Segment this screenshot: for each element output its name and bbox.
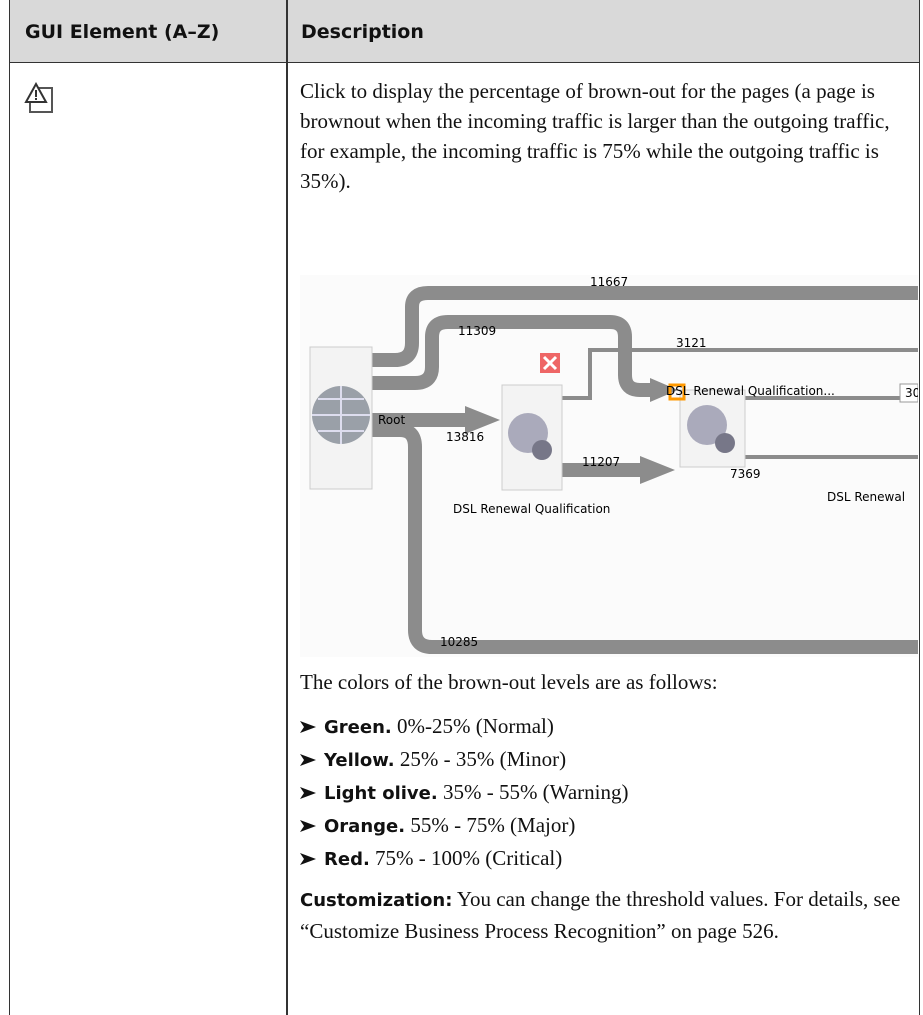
diagram-label: 13816: [446, 430, 484, 444]
bullet: [300, 820, 316, 832]
diagram-label: 11309: [458, 324, 496, 338]
diagram-label: DSL Renewal: [827, 490, 905, 504]
diagram-label: DSL Renewal Qualification...: [666, 384, 835, 398]
level-item: Red. 75% - 100% (Critical): [300, 846, 562, 871]
level-item: Yellow. 25% - 35% (Minor): [300, 747, 566, 772]
table: GUI Element (A–Z) Description: [9, 0, 920, 1015]
level-text: 25% - 35% (Minor): [399, 747, 567, 771]
diagram-label: 30: [905, 386, 918, 400]
level-item: Green. 0%-25% (Normal): [300, 714, 554, 739]
column-divider: [286, 0, 288, 1015]
bullet: [300, 853, 316, 865]
level-label: Yellow.: [324, 750, 395, 771]
levels-intro: The colors of the brown-out levels are a…: [300, 670, 718, 694]
level-item: Orange. 55% - 75% (Major): [300, 813, 575, 838]
level-label: Light olive.: [324, 783, 438, 804]
diagram-label: 11207: [582, 455, 620, 469]
table-header: GUI Element (A–Z) Description: [10, 0, 919, 63]
brownout-icon[interactable]: [24, 82, 58, 116]
diagram-label: 3121: [676, 336, 707, 350]
level-text: 75% - 100% (Critical): [375, 846, 563, 870]
level-label: Red.: [324, 849, 370, 870]
level-text: 0%-25% (Normal): [396, 714, 554, 738]
header-cell: Description: [301, 21, 424, 43]
customization: Customization: You can change the thresh…: [300, 884, 910, 946]
level-label: Green.: [324, 717, 392, 738]
bullet: [300, 721, 316, 733]
bullet: [300, 754, 316, 766]
level-text: 35% - 55% (Warning): [442, 780, 629, 804]
diagram-label: DSL Renewal Qualification: [453, 502, 610, 516]
diagram-label: 7369: [730, 467, 761, 481]
description: Click to display the percentage of brown…: [300, 79, 890, 193]
diagram-label: 11667: [590, 275, 628, 289]
header-cell: GUI Element (A–Z): [25, 21, 220, 43]
level-text: 55% - 75% (Major): [410, 813, 576, 837]
level-label: Orange.: [324, 816, 406, 837]
bullet: [300, 787, 316, 799]
diagram: 11667 11309 3121 DSL Renewal Qualificati…: [300, 275, 918, 657]
diagram-label: 10285: [440, 635, 478, 649]
customization-label: Customization:: [300, 890, 453, 911]
customization-text: You can change the threshold values. For…: [300, 887, 901, 943]
level-item: Light olive. 35% - 55% (Warning): [300, 780, 628, 805]
diagram-label: Root: [378, 413, 405, 427]
